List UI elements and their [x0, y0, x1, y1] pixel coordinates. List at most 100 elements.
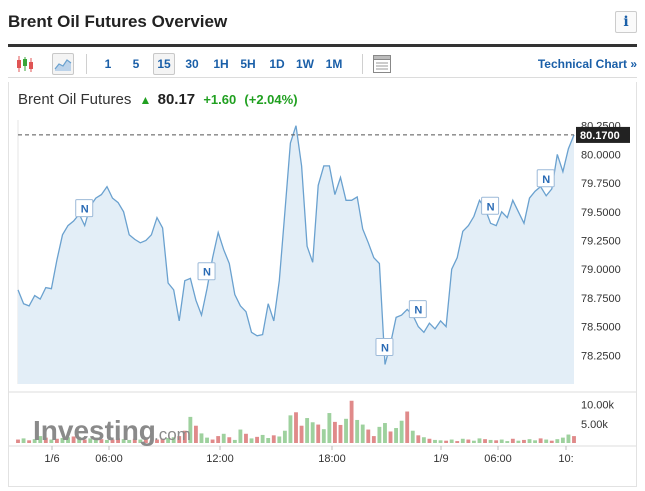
news-marker[interactable]: [75, 199, 94, 218]
volume-bar: [516, 440, 521, 443]
volume-bar: [66, 437, 70, 443]
volume-bar: [444, 440, 449, 443]
volume-bar: [121, 439, 126, 443]
volume-bar: [171, 437, 176, 443]
volume-bar: [299, 425, 304, 443]
volume-bar: [355, 419, 360, 443]
volume-bar: [310, 422, 315, 443]
volume-bar: [399, 420, 404, 443]
chart-panel: [8, 82, 637, 487]
volume-bar: [294, 412, 298, 443]
candlestick-icon[interactable]: [14, 53, 36, 75]
volume-bar: [538, 438, 543, 443]
x-tick-label: 18:00: [318, 453, 346, 465]
volume-bar: [60, 438, 65, 443]
volume-bar: [249, 438, 254, 443]
volume-bar: [466, 439, 471, 443]
volume-bar: [471, 440, 476, 443]
volume-bar: [149, 440, 154, 443]
volume-bar: [394, 428, 399, 443]
volume-bar: [544, 439, 549, 443]
chart-toolbar: 1 5 15 30 1H 5H 1D 1W 1M Technical Chart »: [8, 50, 637, 78]
price-change-percent: (+2.04%): [244, 92, 298, 107]
technical-chart-link[interactable]: Technical Chart »: [537, 57, 637, 71]
toolbar-divider: [362, 54, 363, 74]
volume-bar: [49, 439, 54, 443]
volume-bar: [155, 439, 159, 443]
volume-bar: [177, 436, 182, 443]
volume-bar: [371, 436, 376, 443]
y-tick-label: 78.2500: [581, 350, 621, 362]
interval-1[interactable]: 1: [104, 57, 112, 71]
volume-bar: [216, 436, 221, 443]
info-icon[interactable]: i: [615, 11, 637, 33]
volume-bar: [199, 433, 204, 443]
volume-bar: [99, 439, 104, 443]
volume-bar: [344, 418, 348, 443]
volume-bar: [527, 439, 532, 443]
volume-bar: [388, 431, 393, 443]
volume-bar: [360, 424, 365, 443]
volume-bar: [288, 415, 293, 443]
interval-30[interactable]: 30: [185, 57, 199, 71]
volume-bar: [499, 439, 504, 443]
volume-bar: [282, 430, 287, 443]
interval-5h[interactable]: 5H: [240, 57, 256, 71]
news-marker-label: N: [81, 204, 89, 216]
volume-bar: [221, 433, 226, 443]
volume-bar: [438, 440, 443, 443]
investing-logo: Investing: [33, 415, 156, 446]
interval-1m[interactable]: 1M: [325, 57, 343, 71]
volume-bar: [338, 424, 343, 443]
interval-1w[interactable]: 1W: [296, 57, 314, 71]
interval-5[interactable]: 5: [132, 57, 140, 71]
volume-bar: [271, 435, 276, 443]
up-arrow-icon: ▲: [139, 93, 152, 107]
volume-bar: [227, 437, 232, 443]
volume-bar: [494, 440, 499, 443]
toolbar-divider: [86, 54, 87, 74]
volume-bar: [21, 438, 26, 443]
news-marker[interactable]: [197, 262, 216, 281]
y-tick-label: 78.7500: [581, 293, 621, 305]
news-marker[interactable]: [408, 300, 427, 319]
chart-layout-icon[interactable]: [371, 53, 393, 75]
volume-bar: [127, 439, 132, 443]
x-tick-label: 06:00: [484, 453, 512, 465]
volume-bar: [488, 439, 493, 443]
news-marker-label: N: [414, 305, 422, 317]
quote-line: Brent Oil Futures ▲ 80.17 +1.60 (+2.04%): [18, 91, 298, 108]
volume-bar: [510, 438, 515, 443]
interval-1h[interactable]: 1H: [213, 57, 229, 71]
volume-bar: [166, 438, 171, 443]
volume-bar: [27, 440, 32, 443]
current-price-box: [576, 126, 630, 143]
volume-bar: [377, 426, 382, 443]
news-marker-label: N: [203, 267, 211, 279]
x-tick-label: 10:: [558, 453, 573, 465]
volume-bar: [38, 436, 43, 443]
volume-bar: [93, 437, 98, 443]
news-marker[interactable]: [536, 169, 555, 188]
interval-1d[interactable]: 1D: [269, 57, 285, 71]
volume-bar: [427, 438, 432, 443]
area-chart-icon[interactable]: [52, 53, 74, 75]
volume-bar: [277, 436, 282, 443]
volume-bar: [421, 437, 426, 443]
news-marker-label: N: [542, 174, 550, 186]
volume-bar: [555, 439, 560, 443]
volume-bar: [238, 429, 243, 443]
interval-15[interactable]: 15: [153, 53, 175, 75]
volume-bar: [455, 441, 460, 443]
last-price: 80.17: [157, 91, 196, 108]
volume-bar: [410, 430, 415, 443]
volume-bar: [188, 416, 193, 443]
volume-bar: [82, 439, 87, 443]
volume-bar: [433, 439, 437, 443]
header: Brent Oil Futures Overview i: [0, 0, 645, 44]
volume-bar: [572, 436, 576, 443]
news-marker[interactable]: [481, 196, 500, 215]
news-marker[interactable]: [375, 337, 394, 356]
volume-bar: [182, 430, 187, 443]
